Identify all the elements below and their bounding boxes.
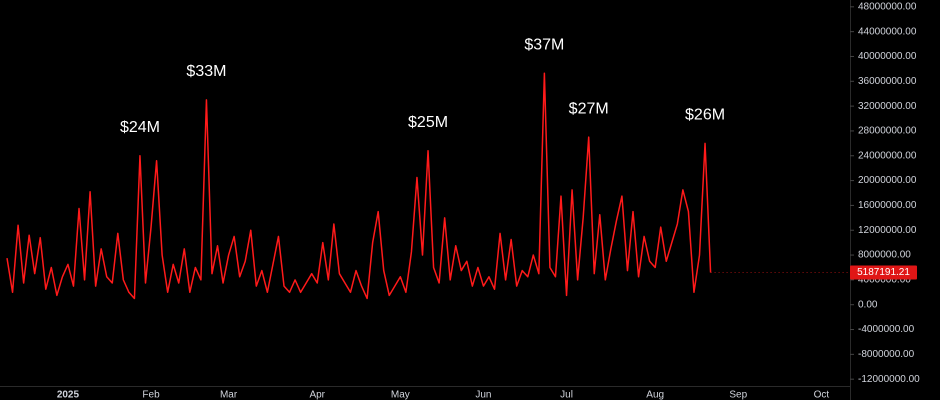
annotation: $25M	[408, 114, 448, 131]
y-tick-label: 32000000.00	[858, 101, 917, 112]
y-tick-label: 16000000.00	[858, 200, 917, 211]
x-tick-label: Mar	[220, 390, 238, 400]
x-tick-label: May	[391, 390, 410, 400]
line-series	[6, 72, 712, 300]
y-tick-label: -8000000.00	[858, 349, 915, 360]
annotation: $27M	[569, 100, 609, 117]
x-tick-label: Jul	[560, 390, 573, 400]
x-tick-label: Jun	[475, 390, 491, 400]
y-tick-label: 0.00	[858, 299, 878, 310]
y-tick-label: 24000000.00	[858, 150, 917, 161]
last-value-label: 5187191.21	[857, 267, 910, 278]
y-tick-label: 44000000.00	[858, 26, 917, 37]
y-tick-label: -12000000.00	[858, 374, 920, 385]
annotation: $33M	[186, 63, 226, 80]
y-tick-label: 40000000.00	[858, 51, 917, 62]
x-tick-label: Aug	[646, 390, 664, 400]
x-tick-label: Feb	[142, 390, 160, 400]
x-tick-label: Apr	[309, 390, 325, 400]
annotation: $37M	[524, 36, 564, 53]
annotation: $24M	[120, 119, 160, 136]
y-tick-label: 8000000.00	[858, 250, 911, 261]
annotation: $26M	[685, 107, 725, 124]
x-tick-label: 2025	[57, 390, 80, 400]
x-tick-label: Oct	[814, 390, 830, 400]
y-tick-label: 36000000.00	[858, 76, 917, 87]
y-tick-label: 20000000.00	[858, 175, 917, 186]
y-tick-label: 28000000.00	[858, 126, 917, 137]
y-tick-label: -4000000.00	[858, 324, 915, 335]
y-tick-label: 4000000.00	[858, 275, 911, 286]
y-tick-label: 12000000.00	[858, 225, 917, 236]
last-value-box	[850, 265, 917, 280]
x-tick-label: Sep	[729, 390, 747, 400]
y-tick-label: 48000000.00	[858, 1, 917, 12]
